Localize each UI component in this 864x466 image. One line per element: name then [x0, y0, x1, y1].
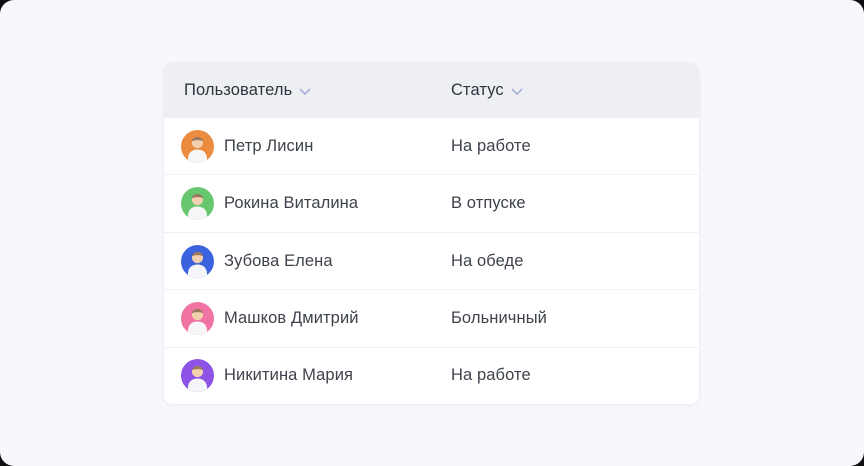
user-cell: Никитина Мария [164, 359, 451, 393]
column-header-user-label: Пользователь [184, 81, 293, 99]
table-header-row: Пользователь Статус [164, 63, 699, 118]
user-name: Машков Дмитрий [224, 308, 359, 327]
user-cell: Рокина Виталина [164, 187, 451, 221]
user-cell: Машков Дмитрий [164, 301, 451, 335]
column-header-status-label: Статус [451, 81, 504, 99]
user-name: Рокина Виталина [224, 194, 359, 213]
table-row: Рокина Виталина В отпуске [164, 175, 699, 233]
table-row: Никитина Мария На работе [164, 347, 699, 404]
table-body: Петр Лисин На работе Рокина Виталина В о… [164, 118, 699, 404]
avatar [181, 129, 214, 163]
user-status: Больничный [451, 308, 547, 327]
status-cell: В отпуске [451, 194, 699, 213]
chevron-down-icon[interactable] [299, 88, 311, 96]
users-table-card: Пользователь Статус [163, 62, 700, 405]
status-cell: На работе [451, 366, 699, 385]
user-status: На обеде [451, 251, 524, 270]
table-row: Машков Дмитрий Больничный [164, 290, 699, 348]
avatar [181, 244, 214, 278]
user-name: Петр Лисин [224, 136, 314, 155]
avatar [181, 359, 214, 393]
user-name: Никитина Мария [224, 366, 354, 385]
status-cell: На обеде [451, 252, 699, 271]
column-header-user[interactable]: Пользователь [164, 81, 451, 100]
avatar [181, 187, 214, 221]
chevron-down-icon[interactable] [511, 88, 523, 96]
avatar [181, 301, 214, 335]
user-cell: Петр Лисин [164, 129, 451, 163]
table-row: Петр Лисин На работе [164, 118, 699, 176]
column-header-status[interactable]: Статус [451, 81, 699, 100]
user-status: На работе [451, 366, 531, 385]
user-status: В отпуске [451, 194, 526, 213]
user-cell: Зубова Елена [164, 244, 451, 278]
user-name: Зубова Елена [224, 251, 333, 270]
status-cell: Больничный [451, 309, 699, 328]
status-cell: На работе [451, 137, 699, 156]
table-row: Зубова Елена На обеде [164, 232, 699, 291]
user-status: На работе [451, 136, 531, 155]
